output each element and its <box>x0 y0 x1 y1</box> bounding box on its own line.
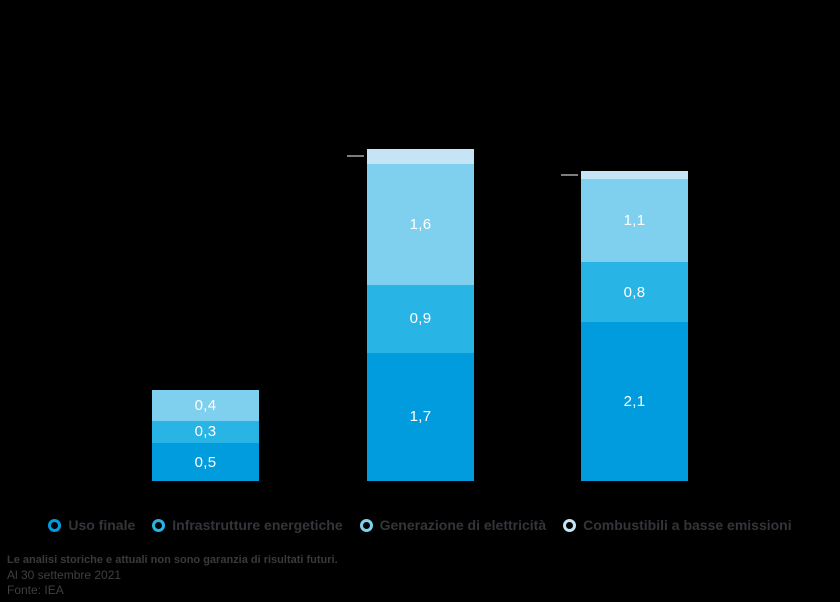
bar-segment <box>581 171 688 179</box>
legend-item: Generazione di elettricità <box>359 517 547 533</box>
legend-item-label: Uso finale <box>68 517 136 533</box>
footnote-source: Fonte: IEA <box>7 583 64 597</box>
bar-value-label: 0,3 <box>194 423 217 441</box>
bar-segment: 0,3 <box>152 420 259 444</box>
bar-segment: 1,1 <box>581 179 688 263</box>
bar-value-label: 0,4 <box>194 396 217 414</box>
legend-ring-icon <box>48 518 62 532</box>
bar-segment <box>367 148 474 164</box>
footnote: Le analisi storiche e attuali non sono g… <box>7 553 707 598</box>
legend-ring-icon <box>563 518 577 532</box>
legend-ring-icon <box>359 518 373 532</box>
legend-item-label: Infrastrutture energetiche <box>172 517 343 533</box>
footnote-as-of-date: Al 30 settembre 2021 <box>7 568 122 582</box>
legend-item: Uso finale <box>48 517 135 533</box>
bar-value-label: 0,5 <box>194 453 217 471</box>
bar-segment: 0,5 <box>152 443 259 481</box>
legend-item-label: Generazione di elettricità <box>379 517 547 533</box>
bar-value-label: 1,1 <box>623 212 646 230</box>
bar-segment: 2,1 <box>581 322 688 481</box>
callout-tick <box>561 174 578 177</box>
bar-segment: 1,6 <box>367 163 474 285</box>
bar-segment: 0,8 <box>581 262 688 323</box>
bar-value-label: 0,9 <box>409 310 432 328</box>
bar-value-label: 1,6 <box>409 215 432 233</box>
bar-segment: 0,4 <box>152 390 259 421</box>
footnote-disclaimer: Le analisi storiche e attuali non sono g… <box>7 554 338 566</box>
bar-segment: 0,9 <box>367 284 474 353</box>
bar-value-label: 0,8 <box>623 283 646 301</box>
legend-ring-icon <box>152 518 166 532</box>
bar-segment: 1,7 <box>367 352 474 481</box>
legend-item: Infrastrutture energetiche <box>152 517 343 533</box>
plot-area: 0,5 0,3 0,4 1,7 0,9 1,6 2,1 0,8 1,1 <box>152 148 688 481</box>
bar-value-label: 1,7 <box>409 408 432 426</box>
legend-item-label: Combustibili a basse emissioni <box>583 517 792 533</box>
legend-item: Combustibili a basse emissioni <box>563 517 792 533</box>
callout-tick <box>347 155 364 158</box>
bar-value-label: 2,1 <box>623 393 646 411</box>
legend: Uso finale Infrastrutture energetiche Gene… <box>0 513 840 537</box>
